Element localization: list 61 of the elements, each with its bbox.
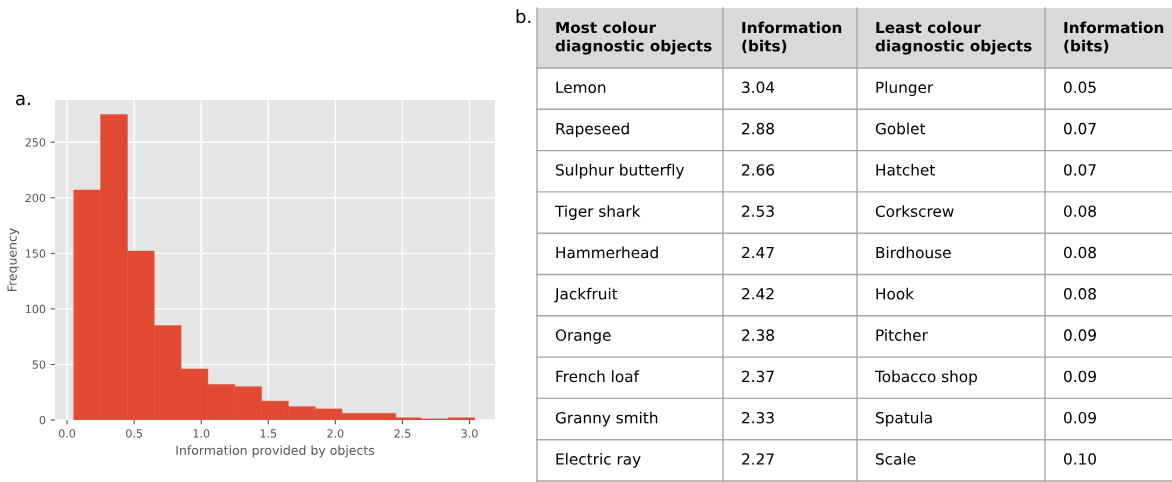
text: 2.38 — [742, 329, 774, 341]
text: Corkscrew — [875, 205, 954, 217]
y-tick-label: 0 — [39, 415, 46, 425]
text: 2.27 — [742, 453, 774, 465]
x-tick-label: 2.5 — [394, 429, 411, 438]
text: Least colour diagnostic objects — [875, 21, 1032, 55]
text: 0.09 — [1064, 370, 1096, 383]
x-tick-label: 1.0 — [193, 429, 210, 438]
text: Information (bits) — [742, 21, 842, 54]
text: Orange — [555, 329, 611, 344]
text: 0.08 — [1064, 205, 1096, 217]
text: Hatchet — [876, 163, 935, 176]
x-tick-label: 0.5 — [126, 429, 143, 438]
text: Tiger shark — [554, 205, 641, 220]
text: b. — [516, 9, 531, 24]
text: Goblet — [875, 122, 926, 135]
y-tick-label: 250 — [25, 138, 46, 147]
text: 2.66 — [742, 164, 775, 176]
text: Sulphur butterfly — [556, 163, 685, 179]
text: Pitcher — [876, 329, 928, 341]
x-tick-label: 3.0 — [461, 429, 478, 438]
text: 2.42 — [742, 288, 774, 300]
text: Hammerhead — [556, 246, 658, 259]
text: 2.33 — [742, 411, 774, 424]
text: Information (bits) — [1064, 21, 1164, 54]
y-axis-title: Frequency — [7, 228, 20, 292]
text: Birdhouse — [876, 246, 951, 259]
y-tick-label: 200 — [25, 193, 46, 203]
text: Tobacco shop — [874, 370, 977, 386]
text: Jackfruit — [554, 287, 618, 303]
text: 0.08 — [1064, 246, 1096, 259]
text: 0.10 — [1064, 453, 1096, 465]
text: 2.53 — [742, 205, 774, 217]
text: 0.05 — [1064, 81, 1096, 94]
text: French loaf — [556, 370, 640, 383]
text: 0.07 — [1064, 164, 1096, 176]
text: 0.08 — [1064, 288, 1096, 300]
text: 3.04 — [742, 81, 775, 94]
text: 0.07 — [1064, 122, 1096, 135]
x-axis-title: Information provided by objects — [176, 445, 375, 458]
y-tick-label: 150 — [25, 249, 46, 258]
chart-title: a. — [16, 94, 30, 106]
text: Hook — [876, 287, 914, 300]
text: Most colour diagnostic objects — [555, 21, 712, 55]
x-tick-label: 0.0 — [58, 429, 76, 438]
text: 2.88 — [742, 122, 774, 135]
text: 0.09 — [1064, 411, 1096, 424]
text: Plunger — [876, 81, 934, 97]
text: Electric ray — [556, 452, 641, 468]
text: Scale — [876, 452, 916, 465]
text: Granny smith — [555, 411, 658, 427]
text: 2.37 — [742, 370, 774, 383]
text: 0.09 — [1064, 329, 1096, 341]
text: 2.47 — [742, 246, 774, 259]
text: Spatula — [876, 411, 932, 427]
text: Lemon — [556, 81, 606, 94]
text: Rapeseed — [556, 122, 629, 138]
y-tick-label: 100 — [25, 304, 46, 314]
x-tick-label: 1.5 — [260, 429, 277, 438]
y-tick-label: 50 — [32, 360, 46, 369]
x-tick-label: 2.0 — [327, 429, 344, 438]
